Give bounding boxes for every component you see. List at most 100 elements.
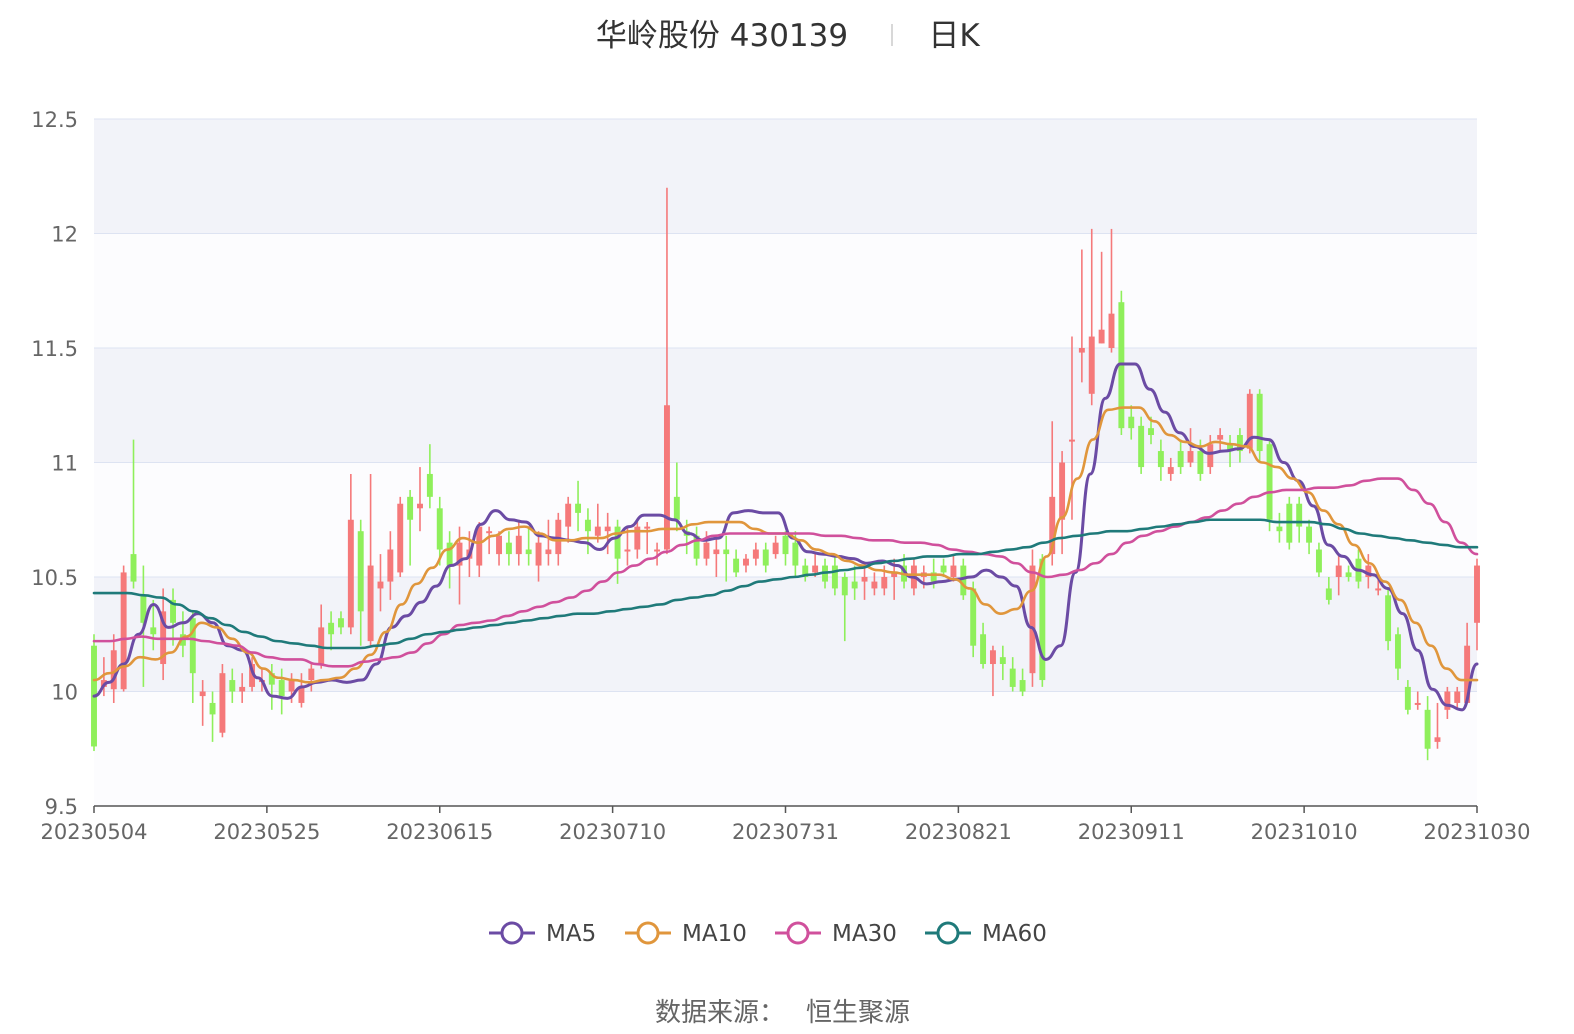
candle-body-up [239,686,246,692]
candle-body-down [1039,558,1046,681]
candle-body-down [426,473,433,497]
legend-label-ma10: MA10 [682,921,747,947]
candle-body-down [150,627,157,635]
candle-body-down [693,535,700,559]
candle-body-up [1414,702,1421,705]
candle-body-up [1049,496,1056,555]
chart-subtitle: 日K [928,18,980,54]
candle-body-up [199,691,206,697]
candle-body-up [545,549,552,555]
candle-body-down [831,565,838,589]
candle-body-down [140,595,147,623]
candle-body-up [249,664,256,687]
candle-body-down [436,508,443,550]
candle-body-down [851,581,858,589]
candle-body-up [752,549,759,559]
candle-body-down [525,549,532,555]
candle-body-up [308,668,315,681]
candle-body-up [1444,691,1451,710]
x-tick-label: 20231010 [1251,820,1358,844]
legend-label-ma60: MA60 [982,921,1047,947]
candle-body-down [980,634,987,665]
candle-body-down [328,622,335,635]
candle-body-down [1306,526,1313,543]
candle-body-up [496,535,502,555]
candle-body-down [1385,595,1392,642]
candle-body-up [1474,565,1480,623]
candle-body-up [219,673,226,733]
candle-body-down [792,542,799,566]
y-tick-label: 9.5 [45,795,78,819]
band-4 [94,233,1477,348]
candle-body-down [723,549,730,555]
candle-body-up [1246,393,1253,449]
x-axis: 20230504 20230525 20230615 20230710 20230731… [41,805,1530,844]
candle-body-down [1177,451,1184,468]
candle-body-down [1266,444,1273,520]
candle-body-up [743,558,749,566]
x-tick-label: 20230911 [1078,820,1185,844]
legend-label-ma30: MA30 [832,921,897,947]
candle-body-up [377,581,384,589]
candle-body-up [891,572,898,577]
y-axis: 9.5 10 10.5 11 11.5 12 12.5 [31,108,78,819]
candle-body-up [1088,336,1095,394]
legend-item-ma10[interactable]: MA10 [625,921,747,947]
candle-body-up [1167,467,1174,474]
candle-body-down [1395,634,1401,669]
candle-body-down [1256,393,1263,452]
candle-body-down [762,549,769,566]
candle-body-up [486,531,493,534]
candle-body-down [1404,686,1411,710]
candle-body-down [407,496,414,520]
candle-body-down [970,588,977,646]
candle-body-up [594,526,601,536]
candle-body-down [1157,451,1164,468]
legend-item-ma30[interactable]: MA30 [775,921,897,947]
candle-body-down [930,572,937,582]
legend-item-ma5[interactable]: MA5 [489,921,596,947]
candle-body-down [673,496,680,520]
candle-body-down [1315,549,1322,573]
candle-body-down [189,618,196,674]
candle-body-down [505,542,512,555]
candle-body-up [298,686,305,703]
moving-average-lines [92,362,1479,712]
y-tick-label: 12.5 [31,108,78,132]
candle-body-up [417,503,423,509]
candle-body-up [1217,435,1224,440]
candle-body-up [367,565,374,642]
candle-body-down [1009,668,1016,687]
candle-body-up [288,680,295,692]
candle-body-down [1128,416,1135,429]
y-tick-label: 11.5 [31,337,78,361]
candle-body-down [278,680,285,697]
candle-body-up [1207,444,1214,468]
candle-body-down [170,599,176,623]
candle-body-up [1434,737,1441,742]
line-ma60 [92,518,1479,650]
candle-body-down [940,565,947,573]
source-label: 数据来源： [655,998,785,1028]
candle-body-down [1345,572,1352,577]
candle-body-up [318,627,325,665]
x-tick-label: 20230821 [905,820,1012,844]
candle-body-up [812,565,819,573]
candle-body-down [1138,425,1145,468]
candle-body-up [1108,313,1115,348]
candle-body-down [446,542,453,566]
candle-body-down [1236,435,1243,452]
legend: MA5 MA10 MA30 MA60 [489,921,1047,947]
candle-body-up [1078,348,1085,353]
y-tick-label: 10 [51,681,78,705]
grid-lines [94,118,1477,692]
candle-body-up [1059,462,1066,520]
source-name: 恒生聚源 [806,998,910,1028]
candle-body-down [584,519,591,532]
candle-body-down [229,680,236,692]
candle-body-up [476,526,483,566]
candle-body-up [1335,565,1342,577]
legend-item-ma60[interactable]: MA60 [925,921,1047,947]
candle-body-down [338,618,344,628]
